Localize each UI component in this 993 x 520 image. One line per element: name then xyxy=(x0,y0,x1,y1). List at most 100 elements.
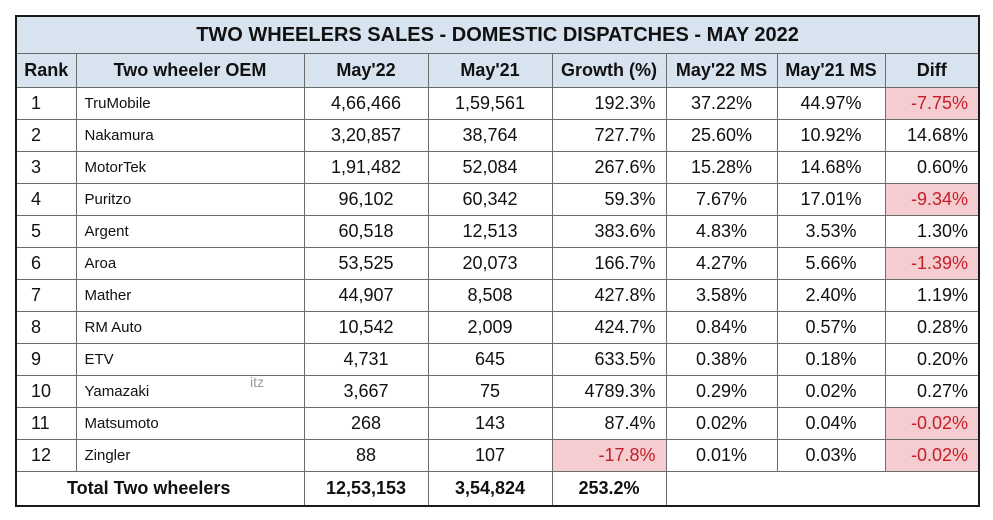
table-row: 12 Zingler 88 107 -17.8% 0.01% 0.03% -0.02% xyxy=(15,439,980,472)
cell-oem: Matsumoto xyxy=(75,407,305,440)
cell-rank: 2 xyxy=(15,119,77,152)
table-row: 9 ETV 4,731 645 633.5% 0.38% 0.18% 0.20% xyxy=(15,343,980,376)
cell-may22: 4,66,466 xyxy=(303,87,429,120)
cell-oem: ETV xyxy=(75,343,305,376)
header-may21-ms: May'21 MS xyxy=(776,53,886,88)
cell-oem: MotorTek xyxy=(75,151,305,184)
header-diff: Diff xyxy=(884,53,980,88)
table-body: 1 TruMobile 4,66,466 1,59,561 192.3% 37.22% 44… xyxy=(15,87,980,472)
table-row: 1 TruMobile 4,66,466 1,59,561 192.3% 37.22% 44… xyxy=(15,87,980,120)
cell-may22: 268 xyxy=(303,407,429,440)
cell-may21: 20,073 xyxy=(427,247,553,280)
header-may22-ms: May'22 MS xyxy=(665,53,778,88)
sales-table: TWO WHEELERS SALES - DOMESTIC DISPATCHES… xyxy=(15,15,981,507)
cell-diff: -9.34% xyxy=(884,183,980,216)
cell-may21-ms: 5.66% xyxy=(776,247,886,280)
cell-diff: -7.75% xyxy=(884,87,980,120)
cell-may22-ms: 15.28% xyxy=(665,151,778,184)
cell-diff: 0.28% xyxy=(884,311,980,344)
cell-may21-ms: 0.04% xyxy=(776,407,886,440)
cell-growth: 427.8% xyxy=(551,279,667,312)
total-growth: 253.2% xyxy=(551,471,667,507)
cell-may21-ms: 0.57% xyxy=(776,311,886,344)
table-row: 6 Aroa 53,525 20,073 166.7% 4.27% 5.66% -1.39% xyxy=(15,247,980,280)
header-growth: Growth (%) xyxy=(551,53,667,88)
cell-may21: 107 xyxy=(427,439,553,472)
cell-diff: 0.27% xyxy=(884,375,980,408)
cell-oem: Puritzo xyxy=(75,183,305,216)
cell-growth: 267.6% xyxy=(551,151,667,184)
cell-may22: 10,542 xyxy=(303,311,429,344)
cell-may22-ms: 4.27% xyxy=(665,247,778,280)
cell-may21-ms: 0.02% xyxy=(776,375,886,408)
total-may21: 3,54,824 xyxy=(427,471,553,507)
cell-growth: 633.5% xyxy=(551,343,667,376)
total-empty-cell xyxy=(665,471,980,507)
table-row: 11 Matsumoto 268 143 87.4% 0.02% 0.04% -0.02% xyxy=(15,407,980,440)
header-oem: Two wheeler OEM xyxy=(75,53,305,88)
cell-may22-ms: 37.22% xyxy=(665,87,778,120)
cell-growth: 424.7% xyxy=(551,311,667,344)
cell-diff: 0.20% xyxy=(884,343,980,376)
header-may22: May'22 xyxy=(303,53,429,88)
cell-oem: RM Auto xyxy=(75,311,305,344)
cell-rank: 4 xyxy=(15,183,77,216)
cell-may21: 8,508 xyxy=(427,279,553,312)
sales-table-container: TWO WHEELERS SALES - DOMESTIC DISPATCHES… xyxy=(15,15,981,507)
table-row: 8 RM Auto 10,542 2,009 424.7% 0.84% 0.57% 0.28% xyxy=(15,311,980,344)
cell-may22: 1,91,482 xyxy=(303,151,429,184)
cell-rank: 3 xyxy=(15,151,77,184)
cell-diff: 14.68% xyxy=(884,119,980,152)
cell-growth: -17.8% xyxy=(551,439,667,472)
cell-may21-ms: 0.03% xyxy=(776,439,886,472)
cell-oem: Argent xyxy=(75,215,305,248)
cell-may22: 4,731 xyxy=(303,343,429,376)
table-row: 3 MotorTek 1,91,482 52,084 267.6% 15.28% 14.68… xyxy=(15,151,980,184)
cell-may22-ms: 7.67% xyxy=(665,183,778,216)
cell-may22: 88 xyxy=(303,439,429,472)
cell-rank: 7 xyxy=(15,279,77,312)
cell-may21: 143 xyxy=(427,407,553,440)
table-row: 7 Mather 44,907 8,508 427.8% 3.58% 2.40% 1.19% xyxy=(15,279,980,312)
table-row: 2 Nakamura 3,20,857 38,764 727.7% 25.60% 10.92… xyxy=(15,119,980,152)
table-row: 4 Puritzo 96,102 60,342 59.3% 7.67% 17.01% -9.3… xyxy=(15,183,980,216)
cell-may21: 645 xyxy=(427,343,553,376)
table-row: 5 Argent 60,518 12,513 383.6% 4.83% 3.53% 1.30% xyxy=(15,215,980,248)
cell-may21: 2,009 xyxy=(427,311,553,344)
cell-diff: -0.02% xyxy=(884,439,980,472)
cell-oem: Zingler xyxy=(75,439,305,472)
cell-may21: 38,764 xyxy=(427,119,553,152)
cell-rank: 6 xyxy=(15,247,77,280)
cell-may22-ms: 25.60% xyxy=(665,119,778,152)
cell-may22-ms: 0.84% xyxy=(665,311,778,344)
cell-diff: 1.30% xyxy=(884,215,980,248)
cell-may22: 60,518 xyxy=(303,215,429,248)
cell-diff: 0.60% xyxy=(884,151,980,184)
cell-diff: 1.19% xyxy=(884,279,980,312)
header-rank: Rank xyxy=(15,53,77,88)
cell-may22-ms: 3.58% xyxy=(665,279,778,312)
cell-may21-ms: 17.01% xyxy=(776,183,886,216)
cell-may21-ms: 0.18% xyxy=(776,343,886,376)
header-row: Rank Two wheeler OEM May'22 May'21 Growt… xyxy=(15,53,980,88)
cell-growth: 4789.3% xyxy=(551,375,667,408)
cell-rank: 8 xyxy=(15,311,77,344)
cell-may22: 53,525 xyxy=(303,247,429,280)
cell-may21-ms: 44.97% xyxy=(776,87,886,120)
cell-may22-ms: 4.83% xyxy=(665,215,778,248)
header-may21: May'21 xyxy=(427,53,553,88)
cell-may21-ms: 10.92% xyxy=(776,119,886,152)
cell-may22-ms: 0.38% xyxy=(665,343,778,376)
cell-may21: 52,084 xyxy=(427,151,553,184)
cell-may21: 75 xyxy=(427,375,553,408)
cell-may22: 3,667 xyxy=(303,375,429,408)
cell-growth: 192.3% xyxy=(551,87,667,120)
cell-may21-ms: 3.53% xyxy=(776,215,886,248)
cell-rank: 5 xyxy=(15,215,77,248)
cell-growth: 383.6% xyxy=(551,215,667,248)
total-may22: 12,53,153 xyxy=(303,471,429,507)
cell-oem: Aroa xyxy=(75,247,305,280)
table-row: 10 Yamazaki 3,667 75 4789.3% 0.29% 0.02% 0.27% xyxy=(15,375,980,408)
cell-diff: -0.02% xyxy=(884,407,980,440)
cell-may21-ms: 2.40% xyxy=(776,279,886,312)
